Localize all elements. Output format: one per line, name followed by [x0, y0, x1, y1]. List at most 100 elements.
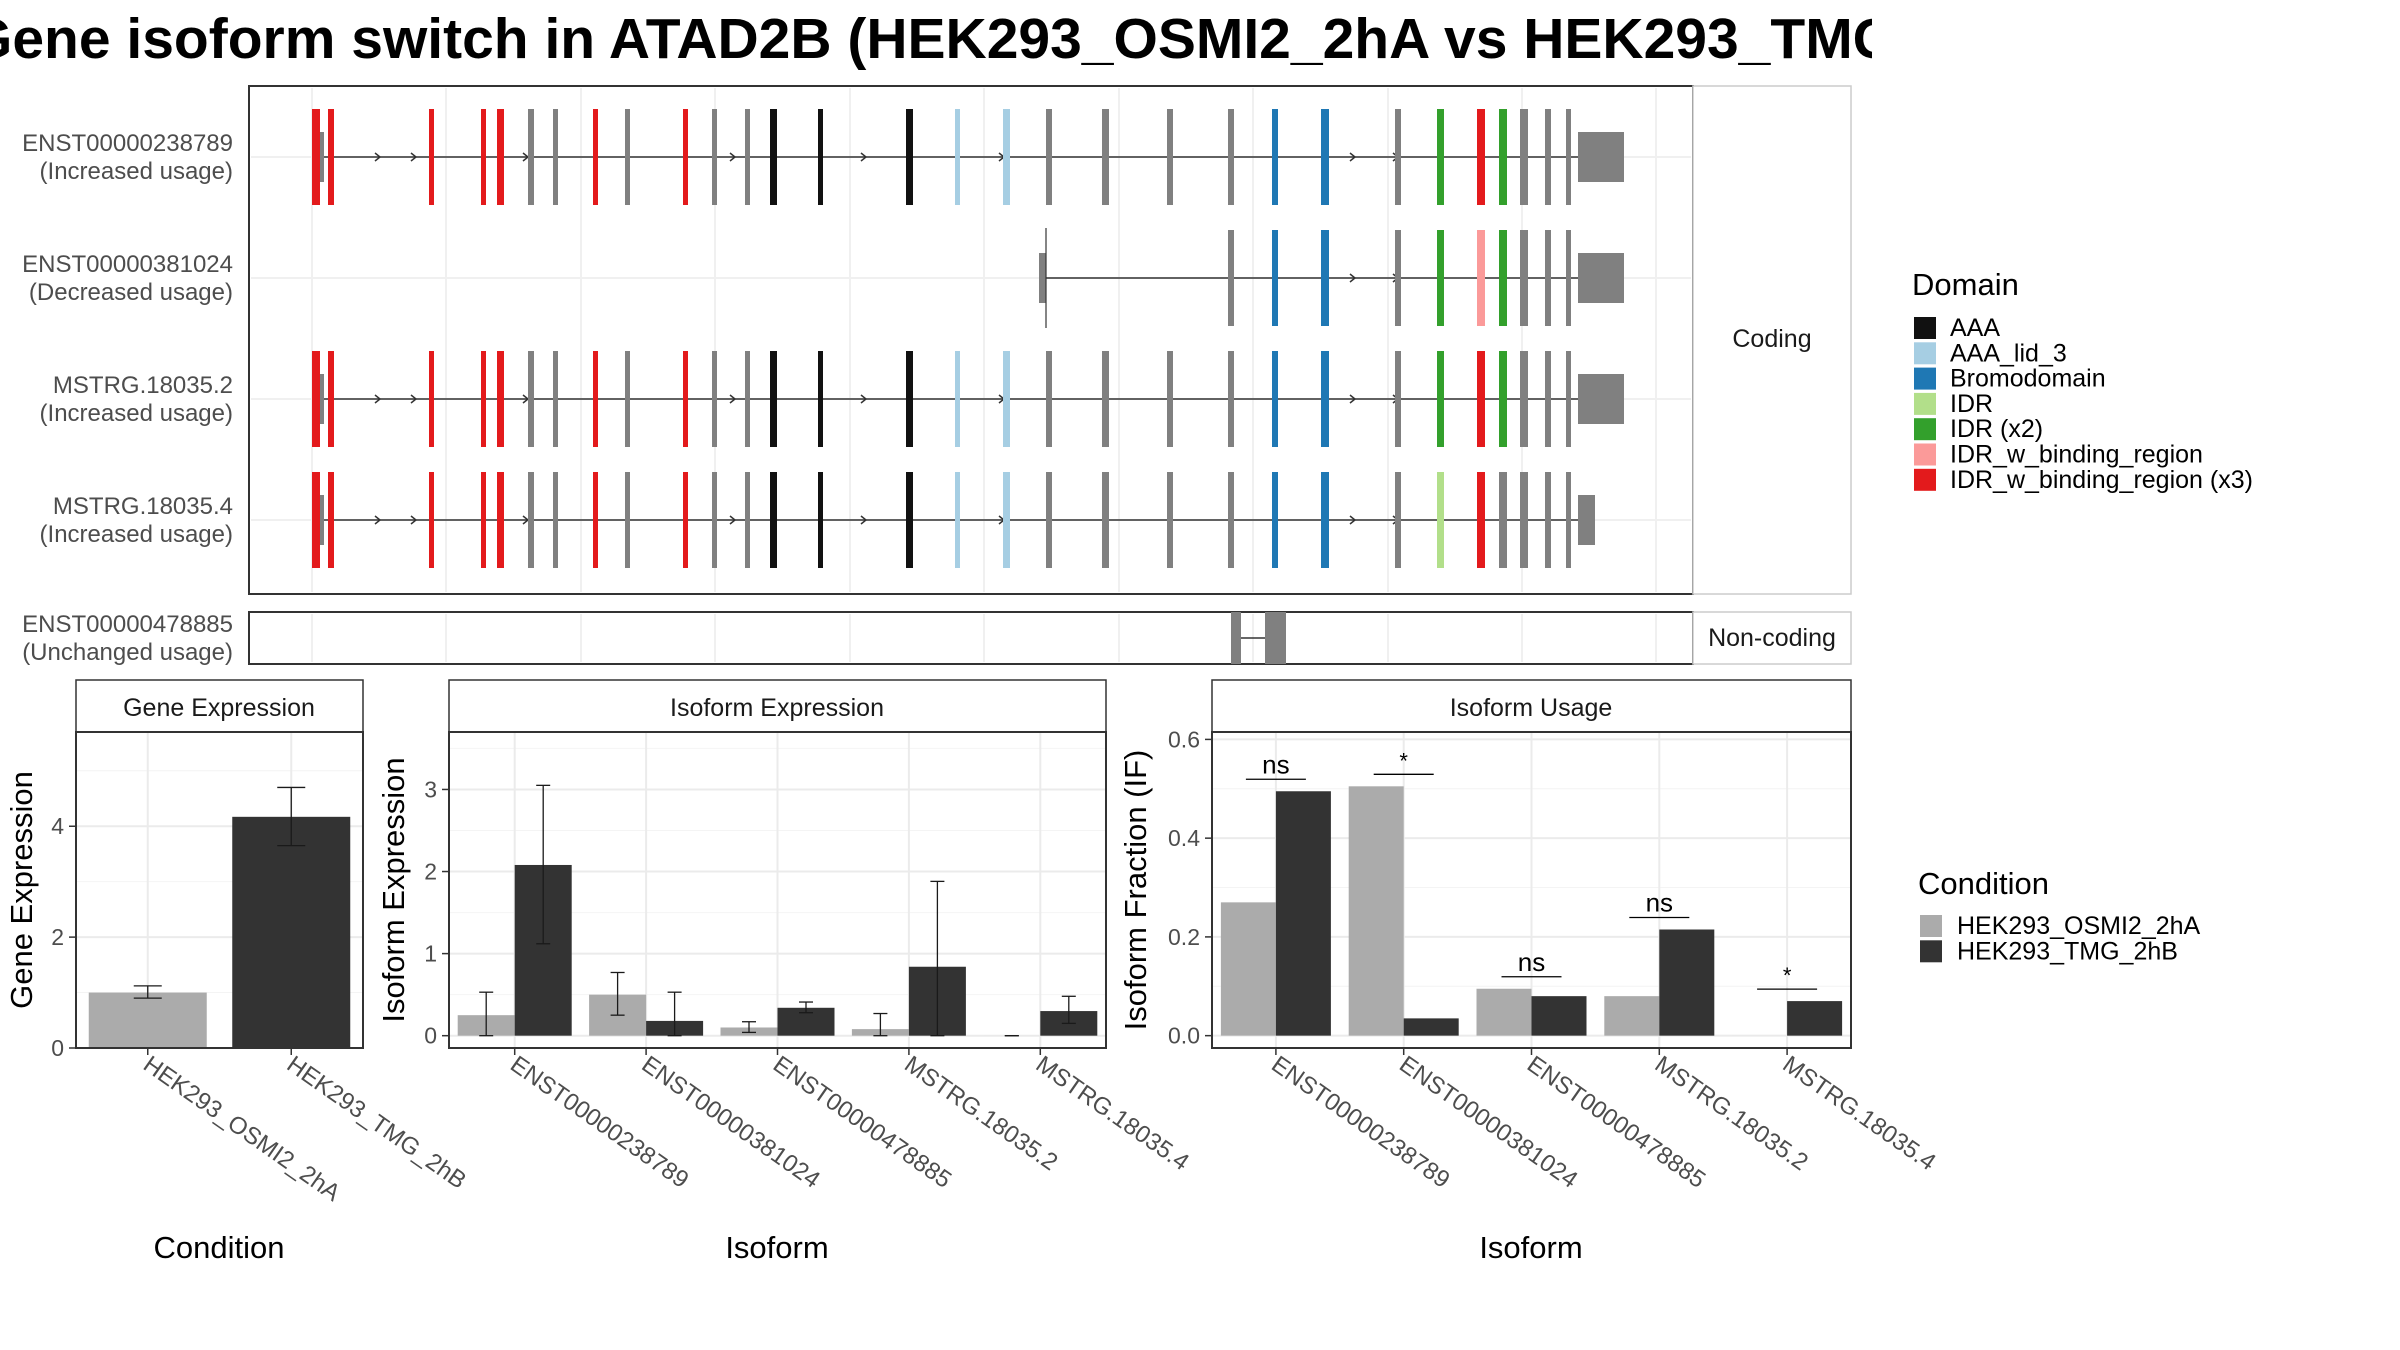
transcript-id-label: MSTRG.18035.4 [53, 493, 233, 520]
exon [1499, 351, 1507, 447]
significance-label: ns [1262, 749, 1289, 779]
isoform-expression-ylabel: Isoform Expression [376, 757, 411, 1022]
transcript-usage-label: (Decreased usage) [29, 279, 233, 306]
exon [429, 472, 434, 568]
series-bar [1275, 791, 1331, 1036]
transcript-row: ENST00000381024(Decreased usage) [22, 228, 1624, 328]
exon [1566, 351, 1571, 447]
y-tick-label: 0 [424, 1023, 437, 1049]
expression-bar [88, 992, 207, 1048]
expression-bar [232, 816, 351, 1048]
domain-legend-swatch [1914, 392, 1936, 415]
domain-legend-label: IDR_w_binding_region [1950, 441, 2203, 469]
exon [1437, 230, 1444, 326]
exon [312, 472, 320, 568]
transcript-id-label: ENST00000478885 [22, 611, 233, 638]
exon [312, 109, 320, 205]
condition-legend-title: Condition [1918, 866, 2049, 901]
domain-legend-label: AAA [1950, 314, 2000, 342]
series-bar [1403, 1018, 1459, 1036]
transcript-row: MSTRG.18035.4(Increased usage) [40, 472, 1595, 568]
exon [1265, 612, 1286, 664]
transcript-structure-panel: Coding ENST00000238789(Increased usage) E… [22, 85, 1852, 666]
exon [593, 472, 598, 568]
exon [1520, 351, 1528, 447]
exon [1499, 109, 1507, 205]
exon [1321, 351, 1329, 447]
exon [683, 109, 688, 205]
utr-exon [1578, 495, 1595, 545]
transcript-id-label: MSTRG.18035.2 [53, 372, 233, 399]
condition-legend-swatch [1920, 940, 1942, 963]
exon [906, 109, 913, 205]
y-tick-label: 0.2 [1168, 924, 1200, 950]
strand-arrow [729, 152, 737, 162]
exon [1272, 472, 1278, 568]
exon [1228, 351, 1234, 447]
domain-legend-label: Bromodomain [1950, 365, 2106, 393]
significance-label: * [1783, 963, 1792, 988]
exon [683, 472, 688, 568]
exon [1228, 230, 1234, 326]
isoform-expression-title: Isoform Expression [670, 694, 884, 722]
exon [328, 351, 334, 447]
condition-legend-label: HEK293_TMG_2hB [1957, 937, 2178, 965]
isoform-expression-bars [457, 784, 1098, 1037]
exon [328, 109, 334, 205]
exon [1545, 472, 1551, 568]
exon [1395, 472, 1401, 568]
exon [1566, 472, 1571, 568]
transcript-row: ENST00000478885(Unchanged usage) [22, 611, 1286, 666]
exon [955, 472, 960, 568]
exon [1520, 230, 1528, 326]
exon [497, 109, 504, 205]
noncoding-panel-grid [311, 614, 1657, 662]
strand-arrow [410, 515, 418, 525]
noncoding-transcripts: ENST00000478885(Unchanged usage) [22, 611, 1286, 666]
domain-legend-label: AAA_lid_3 [1950, 339, 2067, 367]
exon [770, 109, 777, 205]
transcript-id-label: ENST00000381024 [22, 251, 233, 278]
exon [1167, 109, 1173, 205]
isoform-usage-strip [1211, 679, 1852, 733]
exon [1477, 472, 1485, 568]
exon [1321, 109, 1329, 205]
exon [553, 472, 558, 568]
exon [818, 109, 823, 205]
utr-exon [1578, 132, 1624, 182]
exon [481, 109, 486, 205]
isoform-usage-ylabel: Isoform Fraction (IF) [1118, 750, 1153, 1031]
exon [593, 351, 598, 447]
exon [1003, 351, 1010, 447]
exon [1231, 612, 1241, 664]
exon [1520, 472, 1528, 568]
utr-exon [1578, 374, 1624, 424]
exon [528, 472, 534, 568]
exon [1545, 109, 1551, 205]
transcript-row: ENST00000238789(Increased usage) [22, 109, 1624, 205]
exon [1003, 109, 1010, 205]
exon [481, 472, 486, 568]
exon [625, 351, 630, 447]
isoform-usage-bars: ns * ns ns * [1220, 748, 1843, 1036]
exon [1395, 109, 1401, 205]
exon [497, 472, 504, 568]
series-bar [1659, 929, 1715, 1036]
coding-strip-label: Coding [1732, 325, 1811, 353]
y-tick-label: 0.6 [1168, 726, 1200, 752]
exon [1321, 230, 1329, 326]
isoform-expression-xlabel: Isoform [725, 1230, 828, 1265]
exon [1046, 472, 1052, 568]
y-tick-label: 2 [424, 859, 437, 885]
exon [1395, 351, 1401, 447]
exon [481, 351, 486, 447]
strand-arrow [410, 394, 418, 404]
transcript-row: MSTRG.18035.2(Increased usage) [40, 351, 1624, 447]
exon [497, 351, 504, 447]
exon [712, 109, 717, 205]
exon [1566, 230, 1571, 326]
